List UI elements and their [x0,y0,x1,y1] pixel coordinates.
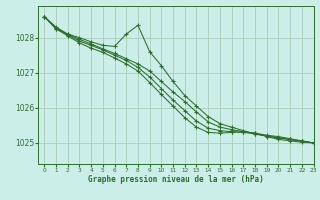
X-axis label: Graphe pression niveau de la mer (hPa): Graphe pression niveau de la mer (hPa) [88,175,264,184]
